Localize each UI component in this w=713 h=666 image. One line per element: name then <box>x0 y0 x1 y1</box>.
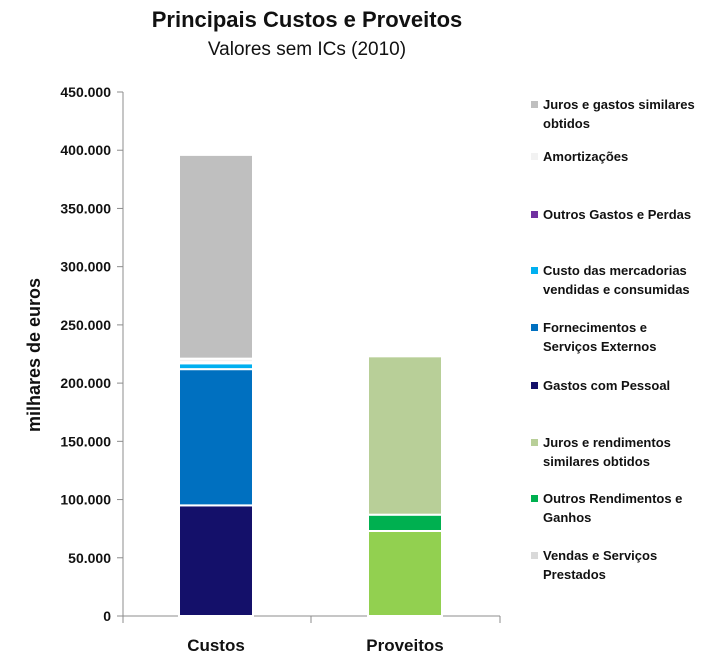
bar-segment <box>367 529 443 617</box>
y-tick-label: 150.000 <box>60 433 111 449</box>
legend-label: Fornecimentos e <box>543 320 647 335</box>
bar-segment <box>367 355 443 516</box>
legend-label: Prestados <box>543 567 606 582</box>
y-axis-label: milhares de euros <box>24 278 44 432</box>
legend-label: Amortizações <box>543 149 628 164</box>
legend-label: Juros e rendimentos <box>543 435 671 450</box>
legend-label: Outros Gastos e Perdas <box>543 207 691 222</box>
legend-label: Custo das mercadorias <box>543 263 687 278</box>
legend-swatch <box>531 382 538 389</box>
y-tick-label: 0 <box>103 608 111 624</box>
legend-label: Ganhos <box>543 510 591 525</box>
bar-segment <box>178 153 254 360</box>
bar-segment <box>367 513 443 532</box>
x-tick-label: Proveitos <box>366 636 443 655</box>
legend-label: Serviços Externos <box>543 339 656 354</box>
y-tick-label: 50.000 <box>68 550 111 566</box>
legend-label: similares obtidos <box>543 454 650 469</box>
x-tick-label: Custos <box>187 636 245 655</box>
bar-segment <box>178 504 254 617</box>
legend-swatch <box>531 324 538 331</box>
legend-swatch <box>531 211 538 218</box>
legend-swatch <box>531 439 538 446</box>
y-tick-label: 350.000 <box>60 200 111 216</box>
legend-label: vendidas e consumidas <box>543 282 690 297</box>
y-tick-label: 400.000 <box>60 142 111 158</box>
legend-swatch <box>531 267 538 274</box>
y-tick-label: 200.000 <box>60 375 111 391</box>
legend-swatch <box>531 101 538 108</box>
y-tick-label: 450.000 <box>60 84 111 100</box>
bar-segment <box>178 368 254 507</box>
legend-label: Gastos com Pessoal <box>543 378 670 393</box>
legend-swatch <box>531 552 538 559</box>
legend-swatch <box>531 153 538 160</box>
legend: Juros e gastos similares obtidos Amortizaç… <box>531 97 695 582</box>
legend-label: Outros Rendimentos e <box>543 491 682 506</box>
legend-label: Vendas e Serviços <box>543 548 657 563</box>
chart-title: Principais Custos e Proveitos <box>152 7 463 32</box>
chart-subtitle: Valores sem ICs (2010) <box>208 39 406 60</box>
legend-swatch <box>531 495 538 502</box>
y-tick-label: 300.000 <box>60 259 111 275</box>
legend-label: obtidos <box>543 116 590 131</box>
legend-label: Juros e gastos similares <box>543 97 695 112</box>
y-tick-label: 250.000 <box>60 317 111 333</box>
y-tick-label: 100.000 <box>60 492 111 508</box>
plot-area: 0 50.000 100.000 150.000 200.000 250.000 300.0… <box>60 84 501 655</box>
